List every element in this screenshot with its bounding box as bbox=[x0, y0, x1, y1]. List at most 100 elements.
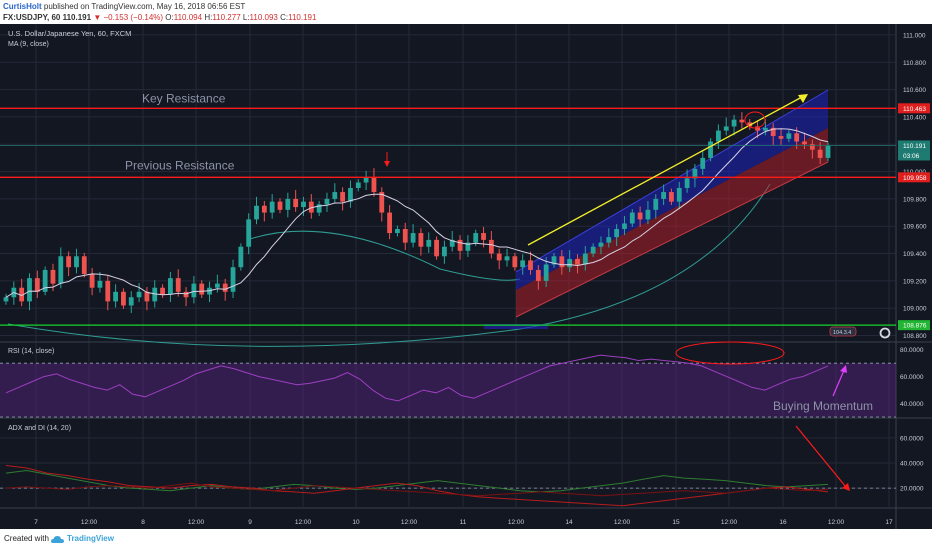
candle-body bbox=[606, 237, 612, 243]
candle-body bbox=[426, 239, 432, 247]
chart-canvas[interactable]: 111.000110.800110.600110.400110.200110.0… bbox=[0, 24, 932, 529]
time-axis-tick: 17 bbox=[885, 519, 893, 526]
candle-body bbox=[19, 287, 25, 302]
channel-upper-band bbox=[516, 90, 828, 290]
candle-body bbox=[567, 259, 573, 268]
price-axis-tick: 109.600 bbox=[903, 224, 927, 231]
candle-body bbox=[708, 141, 713, 158]
candle-body bbox=[121, 291, 126, 306]
candle-body bbox=[89, 274, 95, 288]
candle-body bbox=[168, 278, 173, 295]
last-price: 110.191 bbox=[62, 13, 92, 22]
time-axis-tick: 7 bbox=[34, 519, 38, 526]
candle-body bbox=[238, 246, 244, 268]
high-value: 110.277 bbox=[212, 13, 241, 22]
candle-body bbox=[222, 283, 228, 292]
rsi-pane-title: RSI (14, close) bbox=[8, 348, 54, 355]
candle-body bbox=[575, 259, 580, 265]
adx-arrow-head bbox=[842, 483, 850, 491]
candle-body bbox=[371, 177, 377, 193]
candle-body bbox=[269, 201, 275, 213]
rsi-arrow-line bbox=[832, 367, 846, 397]
key-resistance-price-tag bbox=[898, 103, 930, 114]
price-axis-tick: 109.200 bbox=[903, 278, 927, 285]
candle-body bbox=[598, 242, 604, 247]
candle-body bbox=[700, 157, 706, 169]
candle-body bbox=[684, 178, 690, 188]
support-price-tag bbox=[898, 320, 930, 331]
candle-body bbox=[442, 246, 447, 257]
candle-body bbox=[590, 246, 596, 254]
candle-body bbox=[293, 198, 299, 208]
symbol-line: FX:USDJPY, 60 110.191 ▼ −0.153 (−0.14%) … bbox=[3, 13, 316, 23]
tradingview-brand[interactable]: TradingView bbox=[67, 534, 114, 543]
time-axis-tick: 12:00 bbox=[508, 519, 525, 526]
candle-body bbox=[512, 256, 518, 268]
time-axis-tick: 8 bbox=[141, 519, 145, 526]
candle-body bbox=[50, 269, 56, 284]
candle-body bbox=[136, 291, 142, 298]
chart-background bbox=[0, 24, 932, 529]
candle-body bbox=[676, 187, 682, 202]
high-label: H: bbox=[204, 13, 213, 22]
trend-arrow-line bbox=[527, 96, 803, 246]
top-circle-annotation bbox=[744, 111, 766, 129]
candle-body bbox=[504, 256, 510, 261]
time-axis-tick: 14 bbox=[565, 519, 573, 526]
time-axis-tick: 12:00 bbox=[828, 519, 845, 526]
ma-indicator-label: MA (9, close) bbox=[8, 41, 49, 48]
adx-axis-tick: 20.0000 bbox=[900, 486, 924, 493]
candle-body bbox=[645, 209, 651, 220]
time-axis-tick: 9 bbox=[248, 519, 252, 526]
low-label: L: bbox=[242, 13, 250, 22]
candle-body bbox=[301, 201, 306, 208]
candle-body bbox=[348, 187, 353, 202]
candle-body bbox=[629, 212, 635, 224]
candle-body bbox=[520, 260, 526, 268]
candle-body bbox=[3, 297, 9, 302]
rsi-axis-tick: 40.0000 bbox=[900, 401, 924, 408]
author-link[interactable]: CurtisHolt bbox=[3, 2, 42, 11]
candle-body bbox=[786, 133, 792, 139]
channel-lower-band bbox=[516, 128, 828, 317]
published-text: published on TradingView.com, May 16, 20… bbox=[43, 2, 246, 11]
candle-body bbox=[528, 260, 533, 270]
candle-body bbox=[254, 205, 259, 220]
countdown-tag bbox=[898, 150, 930, 161]
candle-body bbox=[762, 127, 768, 131]
candle-body bbox=[379, 192, 385, 213]
candle-body bbox=[535, 269, 541, 281]
candle-body bbox=[363, 177, 369, 183]
symbol-label: FX:USDJPY, 60 bbox=[3, 13, 61, 22]
adx-series-0 bbox=[5, 469, 829, 493]
time-axis-tick: 16 bbox=[779, 519, 787, 526]
candle-body bbox=[653, 198, 659, 210]
close-label: C: bbox=[280, 13, 289, 22]
ma-line bbox=[5, 128, 829, 298]
candle-body bbox=[434, 239, 439, 257]
candle-body bbox=[214, 283, 220, 288]
candle-body bbox=[308, 201, 314, 213]
candle-body bbox=[58, 256, 64, 284]
candle-body bbox=[230, 267, 236, 292]
last-price-tag bbox=[898, 140, 930, 151]
candle-body bbox=[817, 149, 823, 158]
candle-body bbox=[809, 144, 815, 150]
rsi-axis-tick: 60.0000 bbox=[900, 374, 924, 381]
last-price-tag-text: 110.191 bbox=[903, 143, 926, 150]
trend-arrow-head bbox=[798, 94, 808, 103]
channel-base-box bbox=[484, 324, 548, 329]
rsi-overbought-annotation bbox=[675, 341, 785, 365]
adx-pane-title: ADX and DI (14, 20) bbox=[8, 425, 71, 432]
rsi-line bbox=[5, 354, 829, 402]
candle-body bbox=[755, 126, 760, 131]
candle-body bbox=[66, 256, 72, 268]
time-axis-tick: 15 bbox=[672, 519, 680, 526]
candle-body bbox=[152, 287, 158, 302]
candle-body bbox=[465, 242, 471, 251]
candle-body bbox=[340, 192, 346, 202]
rsi-band-fill bbox=[0, 363, 896, 417]
adx-arrow-line bbox=[795, 425, 847, 488]
time-axis-tick: 12:00 bbox=[401, 519, 418, 526]
